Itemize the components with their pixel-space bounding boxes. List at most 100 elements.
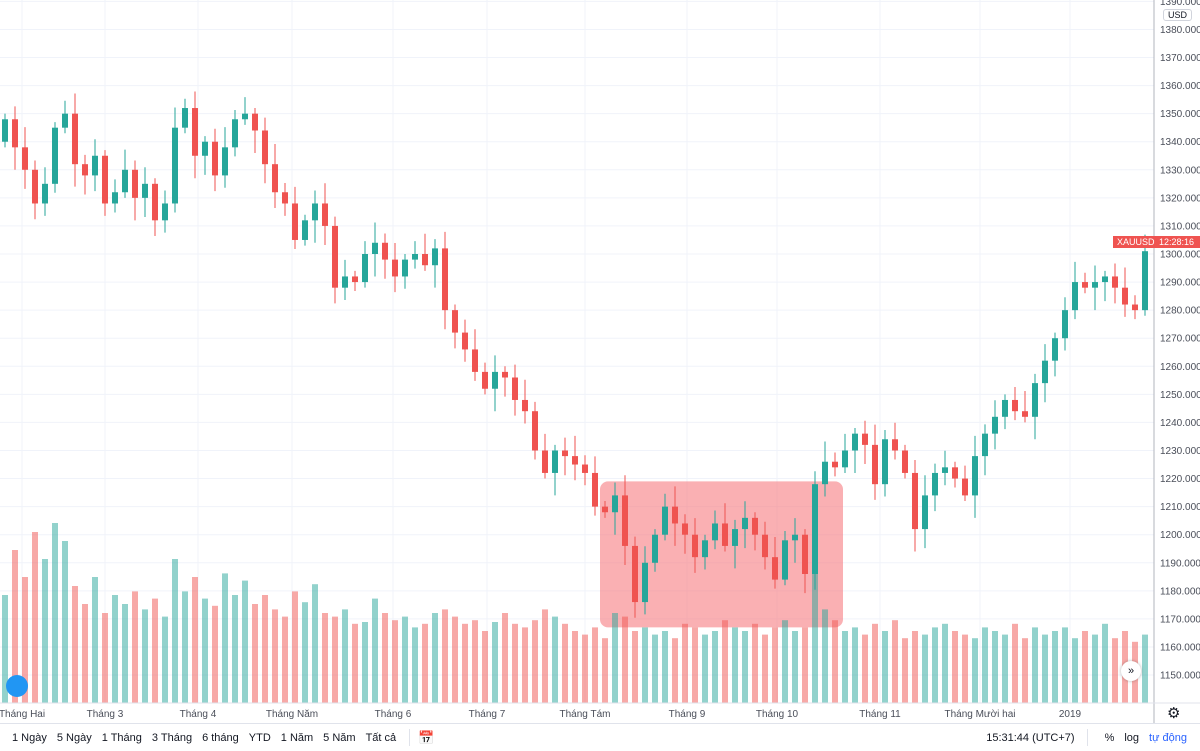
volume-bar (762, 634, 768, 703)
y-tick-label: 1150.000 (1160, 671, 1200, 682)
volume-bar (2, 595, 8, 703)
candle-body (932, 472, 938, 496)
volume-bar (1022, 638, 1028, 703)
percent-toggle[interactable]: % (1104, 731, 1115, 744)
candle-body (752, 517, 758, 535)
candle-body (1142, 251, 1148, 311)
volume-bar (982, 627, 988, 703)
volume-bar (222, 573, 228, 703)
volume-bar (752, 623, 758, 703)
candle-body (982, 433, 988, 457)
volume-bar (282, 616, 288, 703)
volume-bar (152, 598, 158, 703)
last-price-label (1113, 236, 1200, 248)
candle-body (212, 141, 218, 176)
volume-bar (852, 627, 858, 703)
range-1y[interactable]: 1 Năm (280, 731, 314, 744)
volume-bar (352, 623, 358, 703)
volume-bar (652, 634, 658, 703)
volume-bar (132, 591, 138, 703)
price-chart[interactable]: 1150.000 1160.000 1170.000 1180.000 1190.000… (0, 0, 1200, 723)
candle-body (92, 155, 98, 176)
candle-body (472, 349, 478, 372)
settings-gear-icon[interactable]: ⚙ (1167, 705, 1181, 722)
volume-bar (202, 598, 208, 703)
y-tick-label: 1200.000 (1160, 530, 1200, 541)
candle-body (22, 147, 28, 170)
candle-body (312, 203, 318, 221)
volume-bar (162, 616, 168, 703)
y-tick-label: 1360.000 (1160, 81, 1200, 92)
volume-bar (12, 550, 18, 703)
volume-bar (862, 634, 868, 703)
volume-bar (1002, 634, 1008, 703)
x-tick-label: Tháng 3 (87, 709, 124, 720)
x-tick-label: Tháng 9 (669, 709, 706, 720)
candle-body (702, 540, 708, 558)
volume-bar (262, 595, 268, 703)
volume-bar (682, 623, 688, 703)
range-5d[interactable]: 5 Ngày (56, 731, 92, 744)
volume-bar (1102, 623, 1108, 703)
candle-body (122, 169, 128, 193)
candle-body (602, 506, 608, 513)
candle-body (852, 433, 858, 451)
currency-label[interactable]: USD (1163, 9, 1193, 21)
candle-body (352, 276, 358, 283)
candle-body (132, 169, 138, 198)
x-tick-label: Tháng Tám (560, 709, 611, 720)
candle-body (742, 517, 748, 530)
candle-body (712, 523, 718, 541)
volume-bar (542, 609, 548, 703)
candle-body (232, 119, 238, 148)
candle-body (442, 248, 448, 311)
volume-bar (612, 613, 618, 703)
volume-bar (812, 541, 818, 703)
volume-bar (632, 631, 638, 703)
range-5y[interactable]: 5 Năm (323, 731, 356, 744)
candle-body (492, 371, 498, 389)
candle-body (1112, 276, 1118, 288)
range-1m[interactable]: 1 Tháng (101, 731, 142, 744)
volume-bar (572, 631, 578, 703)
volume-bar (482, 631, 488, 703)
volume-bar (872, 623, 878, 703)
volume-bar (232, 595, 238, 703)
candle-body (392, 259, 398, 277)
volume-bar (1062, 627, 1068, 703)
range-3m[interactable]: 3 Tháng (151, 731, 193, 744)
volume-bar (42, 559, 48, 703)
auto-scale-toggle[interactable]: tự động (1149, 731, 1187, 744)
go-to-date-icon[interactable]: 📅 (418, 729, 435, 745)
candle-body (552, 450, 558, 473)
volume-bar (1052, 631, 1058, 703)
divider (409, 729, 411, 746)
volume-bar (462, 623, 468, 703)
volume-bar (92, 577, 98, 703)
volume-bar (322, 613, 328, 703)
candle-body (812, 484, 818, 574)
range-6m[interactable]: 6 tháng (202, 731, 239, 744)
log-toggle[interactable]: log (1124, 731, 1140, 744)
candle-body (642, 562, 648, 603)
y-tick-label: 1160.000 (1160, 642, 1200, 653)
scroll-to-latest-button[interactable]: » (1121, 661, 1141, 681)
tradingview-logo[interactable] (6, 675, 28, 697)
volume-bar (22, 577, 28, 703)
candle-body (1082, 282, 1088, 288)
volume-bar (692, 627, 698, 703)
candle-body (12, 119, 18, 148)
candle-body (732, 529, 738, 546)
candle-body (542, 450, 548, 473)
range-1d[interactable]: 1 Ngày (12, 731, 47, 744)
candle-body (2, 119, 8, 142)
range-ytd[interactable]: YTD (248, 731, 271, 744)
candle-body (302, 220, 308, 240)
candle-body (62, 113, 68, 128)
range-all[interactable]: Tất cả (365, 731, 397, 744)
volume-bar (82, 604, 88, 703)
x-tick-label: Tháng 6 (375, 709, 412, 720)
volume-bar (1032, 627, 1038, 703)
candle-body (862, 433, 868, 445)
candle-body (172, 127, 178, 204)
